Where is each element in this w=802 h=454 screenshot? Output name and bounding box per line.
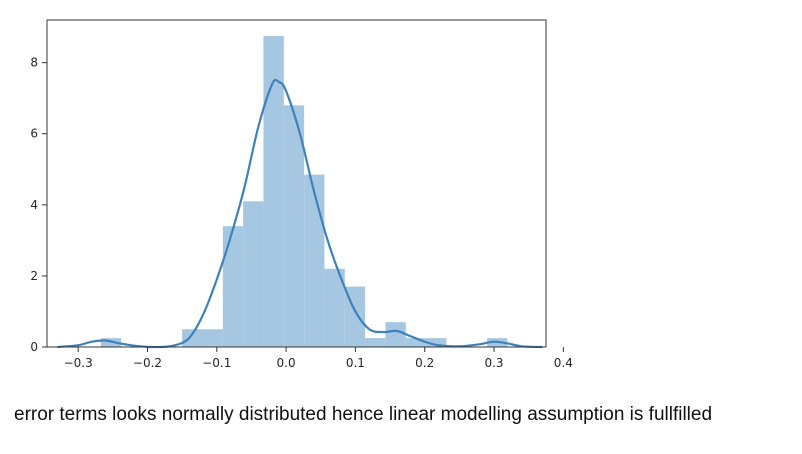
histogram-bar xyxy=(283,105,305,347)
y-tick-label: 0 xyxy=(30,340,38,354)
histogram-bar xyxy=(365,338,386,347)
caption-text: error terms looks normally distributed h… xyxy=(14,404,713,425)
x-tick-label: −0.2 xyxy=(133,356,162,370)
y-tick-label: 2 xyxy=(30,269,38,283)
x-axis-ticks: −0.3 −0.2 −0.1 0.0 0.1 0.2 0.3 0.4 xyxy=(64,347,573,370)
histogram-bar xyxy=(324,268,345,347)
x-tick-label: −0.1 xyxy=(202,356,231,370)
histogram-bar xyxy=(385,322,406,347)
histogram-bar xyxy=(304,174,325,347)
x-tick-label: 0.2 xyxy=(415,356,434,370)
histogram-bar xyxy=(243,201,264,347)
x-tick-label: 0.1 xyxy=(346,356,365,370)
histogram-bar xyxy=(263,35,284,347)
x-tick-label: 0.4 xyxy=(554,356,573,370)
y-tick-label: 6 xyxy=(30,127,38,141)
x-tick-label: 0.3 xyxy=(484,356,503,370)
y-axis-ticks: 0 2 4 6 8 xyxy=(30,56,47,354)
x-tick-label: −0.3 xyxy=(64,356,93,370)
y-tick-label: 4 xyxy=(30,198,38,212)
histogram-bar xyxy=(222,226,244,347)
axes-frame xyxy=(46,19,547,348)
y-tick-label: 8 xyxy=(30,56,38,70)
x-tick-label: 0.0 xyxy=(277,356,296,370)
histogram-chart: −0.3 −0.2 −0.1 0.0 0.1 0.2 0.3 0.4 0 2 4 6 8 xyxy=(30,19,573,370)
histogram-bars xyxy=(100,35,508,347)
